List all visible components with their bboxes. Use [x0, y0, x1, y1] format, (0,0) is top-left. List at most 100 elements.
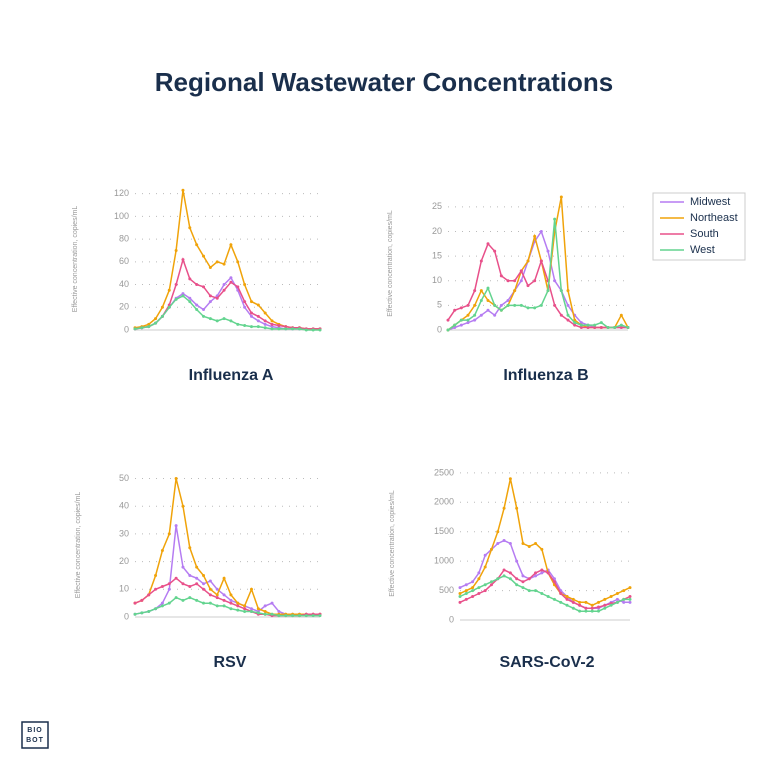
y-tick-label: 10	[432, 275, 442, 285]
series-line	[447, 242, 628, 329]
data-point	[453, 308, 457, 312]
data-point	[609, 594, 613, 598]
data-point	[154, 607, 158, 611]
data-point	[553, 279, 557, 283]
data-point	[477, 592, 481, 596]
data-point	[453, 323, 457, 327]
y-tick-label: 0	[449, 614, 454, 624]
data-point	[539, 229, 543, 233]
data-point	[473, 289, 477, 293]
data-point	[297, 327, 301, 331]
data-point	[502, 506, 506, 510]
y-axis-label: Effective concentration, copies/mL	[387, 210, 394, 317]
data-point	[160, 601, 164, 605]
data-point	[236, 260, 240, 264]
data-point	[188, 573, 192, 577]
data-point	[566, 313, 570, 317]
data-point	[513, 303, 517, 307]
y-tick-label: 1500	[434, 526, 454, 536]
data-point	[140, 326, 144, 330]
data-point	[160, 585, 164, 589]
data-point	[270, 601, 274, 605]
data-point	[508, 477, 512, 481]
data-point	[181, 504, 185, 508]
data-point	[208, 266, 212, 270]
legend-label: West	[690, 244, 715, 256]
data-point	[215, 587, 219, 591]
data-point	[446, 318, 450, 322]
data-point	[464, 589, 468, 593]
data-point	[546, 594, 550, 598]
data-point	[243, 607, 247, 611]
data-point	[534, 589, 538, 593]
data-point	[566, 289, 570, 293]
data-point	[243, 609, 247, 613]
data-point	[236, 608, 240, 612]
chart-title: Influenza B	[503, 367, 588, 384]
data-point	[615, 592, 619, 596]
data-point	[586, 323, 590, 327]
data-point	[277, 609, 281, 613]
data-point	[559, 195, 563, 199]
data-point	[578, 609, 582, 613]
data-point	[573, 321, 577, 325]
y-tick-label: 0	[437, 324, 442, 334]
series-line	[134, 596, 320, 617]
data-point	[546, 289, 550, 293]
legend-box	[652, 192, 746, 261]
data-point	[493, 313, 497, 317]
data-point	[506, 279, 510, 283]
data-point	[446, 328, 450, 332]
y-tick-label: 100	[114, 211, 129, 221]
data-point	[613, 326, 617, 330]
data-point	[167, 305, 171, 309]
data-point	[160, 314, 164, 318]
y-tick-label: 2000	[434, 497, 454, 507]
data-point	[609, 603, 613, 607]
data-point	[559, 592, 563, 596]
data-point	[147, 325, 151, 329]
page-title: Regional Wastewater Concentrations	[155, 67, 613, 97]
data-point	[304, 328, 308, 332]
data-point	[140, 598, 144, 602]
data-point	[174, 576, 178, 580]
y-tick-label: 30	[119, 528, 129, 538]
y-tick-label: 20	[119, 302, 129, 312]
data-point	[243, 604, 247, 608]
data-point	[181, 565, 185, 569]
data-point	[236, 601, 240, 605]
data-point	[277, 327, 281, 331]
data-point	[167, 582, 171, 586]
data-point	[603, 606, 607, 610]
data-point	[174, 283, 178, 287]
data-point	[249, 609, 253, 613]
data-point	[202, 308, 206, 312]
data-point	[133, 612, 137, 616]
data-point	[466, 303, 470, 307]
data-point	[208, 593, 212, 597]
data-point	[483, 589, 487, 593]
data-point	[464, 597, 468, 601]
data-point	[479, 289, 483, 293]
data-point	[565, 603, 569, 607]
data-point	[459, 318, 463, 322]
data-point	[626, 326, 630, 330]
data-point	[466, 313, 470, 317]
data-point	[593, 326, 597, 330]
data-point	[229, 276, 233, 280]
series-line	[447, 196, 629, 331]
data-point	[477, 586, 481, 590]
data-point	[174, 477, 178, 481]
data-point	[590, 603, 594, 607]
data-point	[249, 311, 253, 315]
y-tick-label: 20	[119, 556, 129, 566]
data-point	[229, 280, 233, 284]
data-point	[222, 598, 226, 602]
data-point	[584, 600, 588, 604]
data-point	[311, 614, 315, 618]
data-point	[628, 594, 632, 598]
data-point	[270, 327, 274, 331]
data-point	[526, 259, 530, 263]
data-point	[590, 609, 594, 613]
legend-label: Northeast	[690, 212, 738, 224]
